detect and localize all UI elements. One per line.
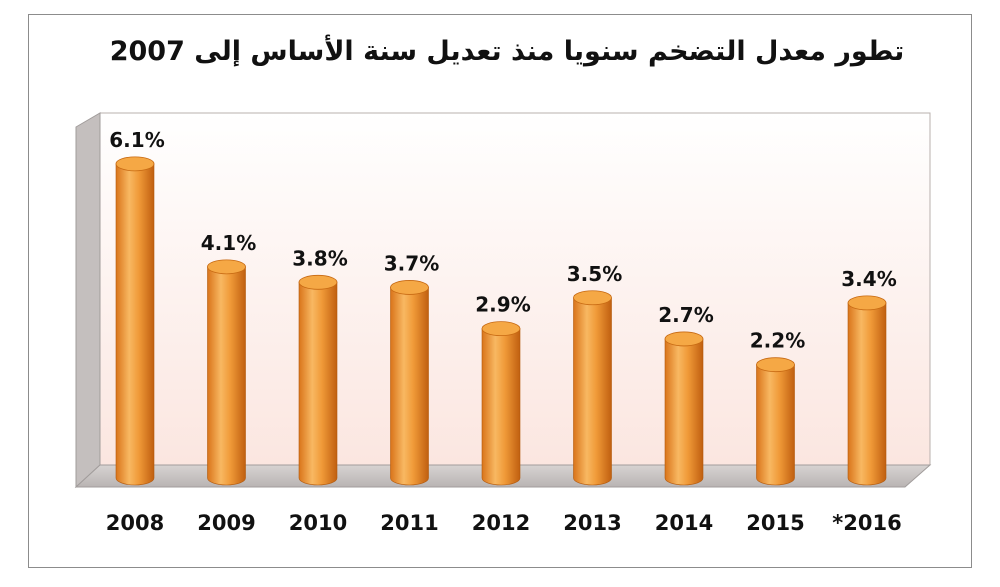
x-tick-label: 2015 <box>746 511 804 535</box>
bar-2012 <box>481 328 521 486</box>
x-tick-label: 2008 <box>106 511 164 535</box>
bar-top-cap <box>298 274 338 290</box>
bar-top-cap <box>573 290 612 306</box>
bar-2015 <box>756 364 795 486</box>
x-tick-label: 2011 <box>380 511 438 535</box>
x-tick-label: 2013 <box>563 511 621 535</box>
data-label: 3.8% <box>292 246 347 270</box>
x-tick-label: 2010 <box>289 511 347 535</box>
bar-2013 <box>573 297 612 486</box>
bar-top-cap <box>207 259 246 275</box>
bar-2009 <box>207 266 246 486</box>
bars-group <box>115 156 887 486</box>
bar-2014 <box>664 338 704 486</box>
chart-side-wall <box>75 112 101 489</box>
x-axis-labels: 2008 2009 2010 2011 2012 2013 2014 2015 *2016 <box>106 511 902 535</box>
x-tick-label: *2016 <box>832 511 901 535</box>
data-labels-group: 6.1% 4.1% 3.8% 3.7% 2.9% 3.5% 2.7% 2.2% 3.4% <box>109 128 896 353</box>
data-label: 2.7% <box>658 303 713 327</box>
x-tick-label: 2009 <box>197 511 255 535</box>
bar-top-cap <box>390 280 429 295</box>
data-label: 3.7% <box>384 251 439 275</box>
bar-2016 <box>847 302 887 486</box>
bar-2008 <box>115 163 155 486</box>
bar-2011 <box>390 287 429 486</box>
data-label: 2.9% <box>475 293 530 317</box>
chart-title: تطور معدل التضخم سنويا منذ تعديل سنة الأ… <box>110 34 905 67</box>
data-label: 6.1% <box>109 128 164 152</box>
bar-top-cap <box>664 331 704 347</box>
x-tick-label: 2014 <box>655 511 713 535</box>
data-label: 2.2% <box>750 329 805 353</box>
x-tick-label: 2012 <box>472 511 530 535</box>
bar-top-cap <box>847 295 887 311</box>
bar-top-cap <box>481 321 521 337</box>
bar-top-cap <box>756 357 795 373</box>
bar-top-cap <box>115 156 155 172</box>
data-label: 3.4% <box>841 267 896 291</box>
bar-2010 <box>298 282 338 486</box>
data-label: 3.5% <box>567 262 622 286</box>
data-label: 4.1% <box>201 231 256 255</box>
